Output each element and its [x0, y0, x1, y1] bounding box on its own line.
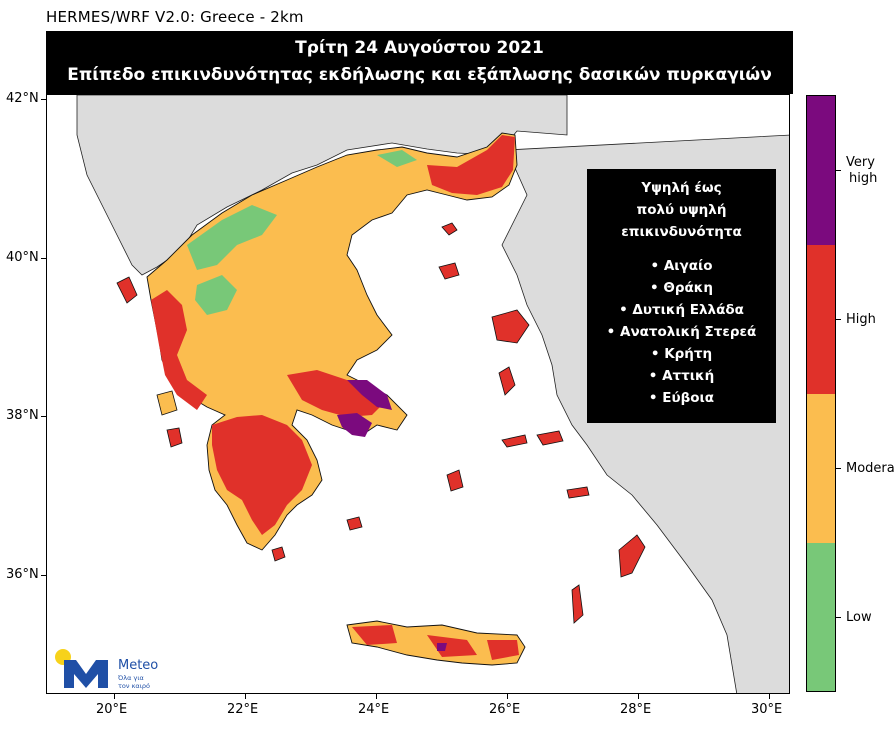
title-subject: Επίπεδο επικινδυνότητας εκδήλωσης και εξ…	[67, 65, 772, 85]
region-item: Αιγαίο	[587, 255, 776, 277]
high-risk-west	[151, 290, 207, 410]
region-item: Κρήτη	[587, 343, 776, 365]
island-rhodes	[618, 534, 646, 578]
logo-tagline-1: Όλα για	[117, 674, 144, 682]
island-naxos	[446, 469, 464, 492]
very-high-evia	[347, 380, 392, 410]
risk-info-box: Υψηλή έως πολύ υψηλή επικινδυνότητα Αιγα…	[587, 169, 776, 423]
lon-label: 28°E	[620, 702, 652, 717]
high-risk-peloponnese	[212, 415, 312, 535]
info-heading: Υψηλή έως πολύ υψηλή επικινδυνότητα	[587, 177, 776, 243]
island-milos	[346, 516, 363, 531]
region-list: Αιγαίο Θράκη Δυτική Ελλάδα Ανατολική Στε…	[587, 255, 776, 409]
very-high-attica	[337, 413, 372, 437]
lon-tick-mark	[769, 694, 770, 699]
colorbar-tick	[836, 617, 841, 618]
colorbar-high	[807, 245, 835, 394]
island-ikaria	[501, 434, 528, 448]
island-kefalonia	[156, 390, 178, 416]
lat-tick-mark	[41, 99, 46, 100]
lat-label: 42°N	[6, 91, 39, 106]
high-risk-central-greece	[287, 370, 387, 417]
colorbar-label-very: Very	[846, 155, 875, 170]
lon-label: 26°E	[489, 702, 521, 717]
logo-name: Meteo	[118, 658, 158, 673]
island-samos	[536, 430, 564, 446]
colorbar-very-high	[807, 96, 835, 245]
colorbar-label-low: Low	[846, 610, 872, 625]
island-corfu	[116, 276, 138, 304]
lat-tick-mark	[41, 416, 46, 417]
island-karpathos	[571, 584, 584, 624]
meteo-logo-mark: Meteo Όλα για τον καιρό	[55, 649, 158, 690]
island-thasos	[441, 222, 458, 236]
island-chios	[498, 366, 516, 396]
lat-label: 40°N	[6, 250, 39, 265]
crete-very-high	[437, 643, 447, 651]
island-kos	[566, 486, 590, 499]
lat-tick-mark	[41, 575, 46, 576]
risk-colorbar	[806, 95, 836, 692]
info-heading-line: Υψηλή έως	[641, 180, 722, 196]
colorbar-tick	[836, 468, 841, 469]
island-zakynthos	[166, 427, 183, 448]
lon-label: 20°E	[96, 702, 128, 717]
lon-tick-mark	[507, 694, 508, 699]
colorbar-label-moderate: Modera	[846, 461, 895, 476]
region-item: Ανατολική Στερεά	[587, 321, 776, 343]
island-lesvos	[491, 309, 530, 344]
info-heading-line: πολύ υψηλή	[636, 202, 727, 218]
colorbar-tick	[836, 319, 841, 320]
colorbar-low	[807, 543, 835, 691]
model-label: HERMES/WRF V2.0: Greece - 2km	[46, 8, 304, 26]
lat-label: 38°N	[6, 408, 39, 423]
colorbar-label-high: High	[846, 312, 876, 327]
region-item: Αττική	[587, 365, 776, 387]
lat-label: 36°N	[6, 567, 39, 582]
high-risk-thrace	[427, 135, 515, 195]
crete-high-risk	[352, 625, 519, 660]
title-banner: Τρίτη 24 Αυγούστου 2021 Επίπεδο επικινδυ…	[46, 31, 793, 94]
colorbar-label-high-word: high	[849, 171, 878, 186]
low-risk-patch-pindos	[195, 275, 237, 315]
colorbar-moderate	[807, 394, 835, 543]
lon-tick-mark	[114, 694, 115, 699]
region-item: Εύβοια	[587, 387, 776, 409]
lon-label: 30°E	[751, 702, 783, 717]
logo-tagline-2: τον καιρό	[118, 682, 150, 690]
info-heading-line: επικινδυνότητα	[621, 224, 742, 240]
low-risk-patch-thrace	[377, 150, 417, 167]
lon-label: 24°E	[358, 702, 390, 717]
lat-tick-mark	[41, 258, 46, 259]
lon-tick-mark	[245, 694, 246, 699]
low-risk-patch-north	[187, 205, 277, 270]
island-kythira	[271, 546, 286, 562]
region-item: Θράκη	[587, 277, 776, 299]
island-limnos	[438, 262, 460, 280]
lon-tick-mark	[376, 694, 377, 699]
colorbar-tick	[836, 170, 841, 171]
title-date: Τρίτη 24 Αυγούστου 2021	[295, 38, 544, 58]
region-item: Δυτική Ελλάδα	[587, 299, 776, 321]
meteo-logo: Meteo Όλα για τον καιρό	[54, 648, 174, 690]
lon-tick-mark	[638, 694, 639, 699]
lon-label: 22°E	[227, 702, 259, 717]
